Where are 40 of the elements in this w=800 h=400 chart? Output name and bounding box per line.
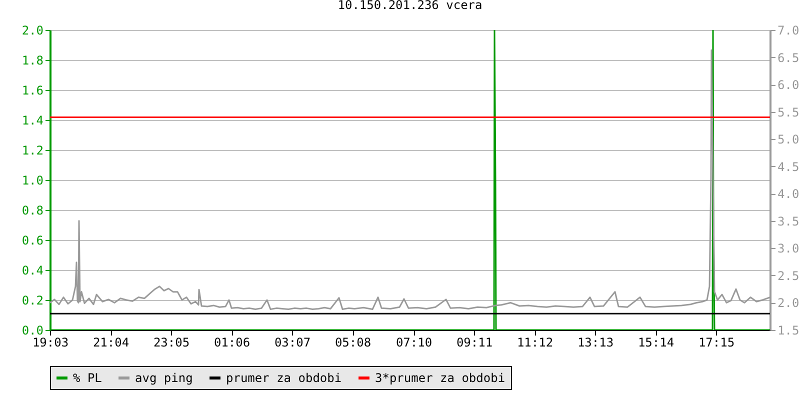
legend-label: prumer za obdobi: [226, 371, 342, 385]
y-tick-label: 1.8: [22, 54, 44, 68]
legend-label: 3*prumer za obdobi: [375, 371, 506, 385]
x-tick-label: 09:11: [456, 336, 493, 350]
x-tick-label: 13:13: [577, 336, 614, 350]
x-tick-label: 23:05: [153, 336, 190, 350]
y2-tick-label: 1.5: [778, 324, 800, 338]
y2-tick-label: 5.0: [778, 132, 800, 147]
chart-title: 10.150.201.236 vcera: [338, 0, 482, 12]
y2-tick-label: 3.5: [778, 214, 800, 228]
y2-tick-label: 2.5: [778, 268, 800, 283]
y2-tick-label: 6.0: [778, 78, 800, 92]
y2-tick-label: 4.0: [778, 187, 800, 202]
y-tick-label: 0.4: [22, 264, 44, 278]
y-tick-label: 1.0: [22, 174, 44, 188]
y-tick-label: 0.2: [22, 294, 44, 308]
y-tick-label: 1.6: [22, 84, 44, 98]
x-tick-label: 15:14: [638, 336, 674, 350]
x-tick-label: 21:04: [92, 336, 130, 350]
x-tick-label: 07:10: [396, 336, 432, 350]
y-tick-label: 1.2: [22, 144, 44, 158]
y2-tick-label: 7.0: [778, 24, 800, 38]
y-tick-label: 0.8: [22, 204, 44, 218]
y2-tick-label: 5.5: [778, 105, 800, 120]
legend-label: % PL: [73, 371, 102, 385]
y-tick-label: 0.6: [22, 234, 44, 248]
x-tick-label: 01:06: [214, 336, 250, 350]
x-tick-label: 11:12: [516, 336, 554, 350]
y2-tick-label: 2.0: [778, 296, 800, 310]
y2-tick-label: 3.0: [778, 242, 800, 256]
x-tick-label: 19:03: [32, 336, 69, 350]
x-tick-label: 17:15: [698, 336, 735, 350]
x-tick-label: 03:07: [274, 336, 311, 350]
y2-tick-label: 6.5: [778, 50, 800, 65]
y-tick-label: 2.0: [22, 24, 44, 38]
y-tick-label: 0.0: [22, 324, 44, 338]
y-tick-label: 1.4: [22, 114, 44, 128]
x-tick-label: 05:08: [334, 336, 372, 350]
y2-tick-label: 4.5: [778, 160, 800, 174]
legend-label: avg ping: [135, 371, 193, 385]
